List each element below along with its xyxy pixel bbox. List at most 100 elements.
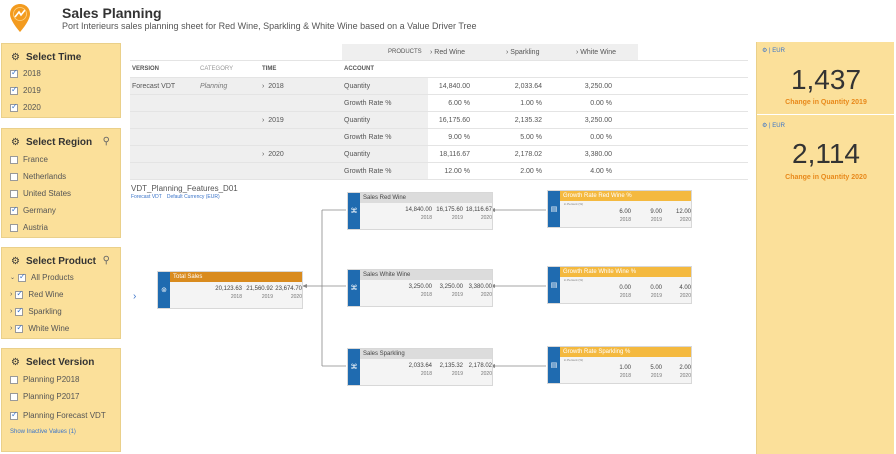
search-icon[interactable]: ⚲ [102,136,110,147]
node-value[interactable]: 16,175.60 [436,207,463,213]
checkbox-icon[interactable] [15,323,24,333]
node-value[interactable]: 1.00 [619,365,631,371]
time-option-2018[interactable]: 2018 [10,68,41,78]
cell-time[interactable]: › 2019 [262,117,284,124]
version-option-p2017[interactable]: Planning P2017 [10,392,80,401]
node-value[interactable]: 12.00 [675,209,691,215]
kpi-currency[interactable]: ⚙ | EUR [762,48,785,54]
node-value[interactable]: 23,674.70 [275,286,302,292]
chevron-right-icon[interactable]: › [10,291,13,298]
node-value[interactable]: 0.00 [650,285,662,291]
node-value[interactable]: 2.00 [679,365,691,371]
version-option-p2018[interactable]: Planning P2018 [10,375,80,384]
cell-value[interactable]: 1.00 % [520,100,542,107]
product-filter-title: ⚙ Select Product [11,256,96,267]
cell-value[interactable]: 14,840.00 [438,83,470,90]
chevron-right-icon[interactable]: › [10,308,13,315]
cell-value[interactable]: 3,250.00 [584,83,612,90]
node-value[interactable]: 6.00 [619,209,631,215]
cell-value[interactable]: 18,116.67 [439,151,470,158]
region-option-netherlands[interactable]: Netherlands [10,172,66,181]
node-total-sales[interactable]: ⊚ Total Sales 20,123.63 2018 21,560.92 2019 23… [157,271,303,309]
cell-value[interactable]: 16,175.60 [438,117,470,124]
cell-account: Quantity [344,151,371,158]
product-header-red-wine[interactable]: › Red Wine [430,49,466,56]
node-growth-white-wine[interactable]: ▤ Growth Rate White Wine % in Percent (%) 0… [547,266,692,304]
cell-value[interactable]: 6.00 % [448,100,470,107]
node-title: Growth Rate Red Wine % [560,191,691,201]
node-value[interactable]: 2,178.02 [468,363,492,369]
node-value[interactable]: 20,123.63 [215,286,242,292]
search-icon[interactable]: ⚲ [102,255,110,266]
product-option-sparkling[interactable]: ›Sparkling [10,306,62,317]
gear-icon[interactable]: ⚙ [11,256,20,267]
cell-value[interactable]: 3,380.00 [584,151,612,158]
checkbox-icon[interactable] [15,306,24,316]
region-option-united-states[interactable]: United States [10,189,71,198]
cell-value[interactable]: 0.00 % [590,100,612,107]
checkbox-icon[interactable] [10,410,18,420]
node-value[interactable]: 21,560.92 [246,286,273,292]
show-inactive-link[interactable]: Show Inactive Values (1) [10,429,76,435]
node-value[interactable]: 2,033.64 [408,363,432,369]
gear-icon[interactable]: ⚙ [11,357,20,368]
region-option-germany[interactable]: Germany [10,205,56,215]
node-value[interactable]: 0.00 [619,285,631,291]
node-sales-sparkling[interactable]: ⌘ Sales Sparkling 2,033.64 2018 2,135.32 2019… [347,348,493,386]
cell-value[interactable]: 2,135.32 [514,117,542,124]
node-value[interactable]: 5.00 [650,365,662,371]
node-sales-red-wine[interactable]: ⌘ Sales Red Wine 14,840.00 2018 16,175.60 201… [347,192,493,230]
node-value[interactable]: 4.00 [679,285,691,291]
version-option-forecast-vdt[interactable]: Planning Forecast VDT [10,410,106,420]
node-growth-red-wine[interactable]: ▤ Growth Rate Red Wine % in Percent (%) 6.0… [547,190,692,228]
checkbox-icon[interactable] [10,155,18,164]
checkbox-icon[interactable] [10,375,18,384]
expand-chevron-icon[interactable]: › [133,291,137,302]
cell-time[interactable]: › 2018 [262,83,284,90]
gear-icon[interactable]: ⚙ [11,52,20,63]
cell-time[interactable]: › 2020 [262,151,284,158]
time-option-2019[interactable]: 2019 [10,85,41,95]
cell-value[interactable]: 5.00 % [520,134,542,141]
cell-value[interactable]: 0.00 % [590,134,612,141]
checkbox-icon[interactable] [10,102,18,112]
product-option-red-wine[interactable]: ›Red Wine [10,289,63,300]
time-option-2020[interactable]: 2020 [10,102,41,112]
checkbox-icon[interactable] [18,272,27,282]
checkbox-icon[interactable] [10,68,18,78]
checkbox-icon[interactable] [10,85,18,95]
product-header-sparkling[interactable]: › Sparkling [506,49,540,56]
region-option-austria[interactable]: Austria [10,223,48,232]
node-value[interactable]: 9.00 [650,209,662,215]
node-value[interactable]: 2,135.32 [439,363,463,369]
node-value[interactable]: 3,380.00 [468,284,492,290]
chevron-right-icon[interactable]: › [10,325,13,332]
region-option-france[interactable]: France [10,155,48,164]
cell-account: Quantity [344,117,371,124]
node-value[interactable]: 3,250.00 [408,284,432,290]
checkbox-icon[interactable] [10,172,18,181]
product-header-white-wine[interactable]: › White Wine [576,49,617,56]
cell-value[interactable]: 3,250.00 [584,117,612,124]
cell-value[interactable]: 4.00 % [590,168,612,175]
cell-value[interactable]: 2,033.64 [514,83,542,90]
product-option-white-wine[interactable]: ›White Wine [10,323,69,334]
node-value[interactable]: 3,250.00 [439,284,463,290]
checkbox-icon[interactable] [15,289,24,299]
gear-icon[interactable]: ⚙ [11,137,20,148]
cell-value[interactable]: 9.00 % [448,134,470,141]
cell-value[interactable]: 2,178.02 [514,151,542,158]
node-sales-white-wine[interactable]: ⌘ Sales White Wine 3,250.00 2018 3,250.00 201… [347,269,493,307]
checkbox-icon[interactable] [10,189,18,198]
kpi-currency[interactable]: ⚙ | EUR [762,123,785,129]
node-value[interactable]: 18,116.67 [465,207,492,213]
cell-value[interactable]: 2.00 % [520,168,542,175]
checkbox-icon[interactable] [10,205,18,215]
cell-value[interactable]: 12.00 % [444,168,470,175]
chevron-down-icon[interactable]: ⌄ [10,275,16,281]
checkbox-icon[interactable] [10,223,18,232]
node-growth-sparkling[interactable]: ▤ Growth Rate Sparkling % in Percent (%) 1.… [547,346,692,384]
checkbox-icon[interactable] [10,392,18,401]
product-option-all[interactable]: ⌄All Products [10,272,74,283]
node-value[interactable]: 14,840.00 [405,207,432,213]
